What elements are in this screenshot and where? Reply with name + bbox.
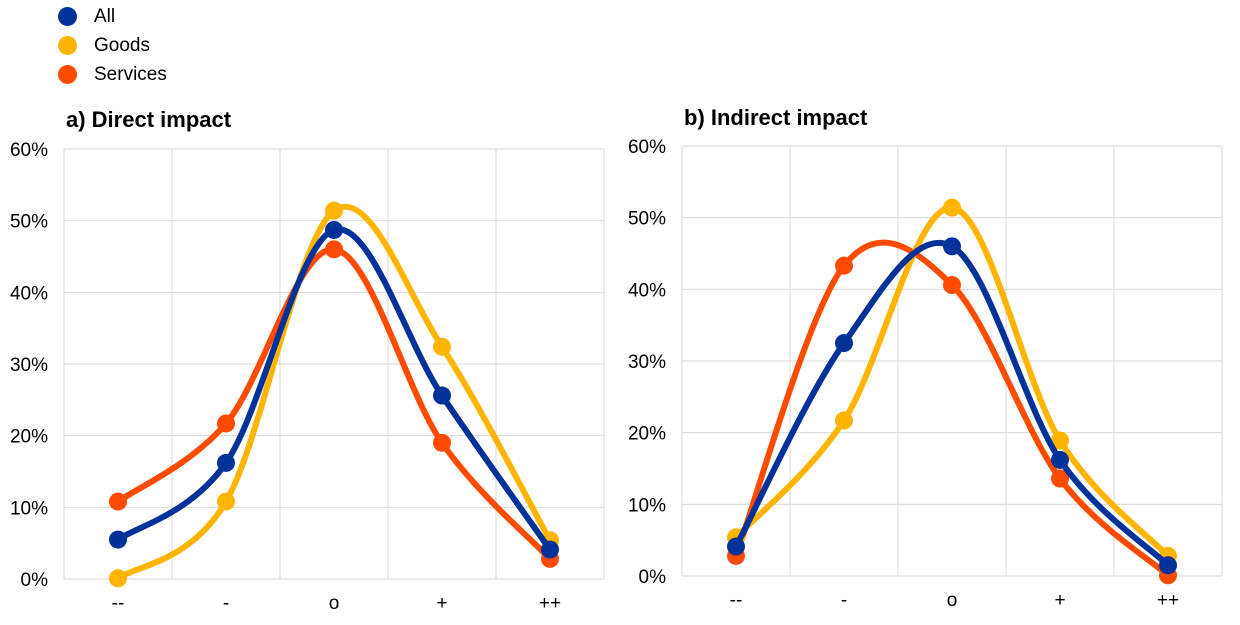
legend-label-goods: Goods — [94, 35, 150, 56]
y-tick-label: 50% — [10, 212, 48, 233]
data-point-all — [109, 530, 127, 549]
data-point-all — [433, 386, 451, 405]
series-line-services — [115, 246, 553, 562]
legend-item-services: Services — [58, 60, 167, 89]
y-tick-label: 50% — [628, 209, 666, 230]
data-point-services — [943, 276, 961, 295]
x-tick-label: ++ — [1157, 590, 1179, 611]
series-line-goods — [115, 203, 553, 582]
chart-title-direct: a) Direct impact — [66, 107, 232, 132]
data-point-goods — [943, 198, 961, 217]
y-tick-label: 30% — [628, 352, 666, 373]
legend: All Goods Services — [58, 2, 167, 89]
legend-item-all: All — [58, 2, 167, 31]
chart-title-indirect: b) Indirect impact — [684, 105, 868, 130]
y-tick-label: 40% — [10, 283, 48, 304]
data-point-goods — [835, 411, 853, 430]
legend-label-services: Services — [94, 64, 167, 85]
data-point-all — [1159, 556, 1177, 575]
y-tick-label: 20% — [628, 424, 666, 445]
x-tick-label: + — [1054, 590, 1065, 611]
data-point-goods — [433, 337, 451, 356]
series-line-goods — [733, 204, 1171, 559]
series-line-all — [115, 226, 553, 553]
data-point-services — [109, 492, 127, 511]
legend-item-goods: Goods — [58, 31, 167, 60]
legend-label-all: All — [94, 6, 116, 27]
x-tick-label: o — [947, 590, 958, 611]
y-tick-label: 60% — [628, 137, 666, 158]
x-tick-label: + — [436, 593, 447, 614]
data-point-all — [325, 220, 343, 239]
y-tick-label: 0% — [21, 570, 49, 591]
data-point-goods — [325, 201, 343, 220]
data-point-all — [541, 540, 559, 559]
data-point-all — [727, 537, 745, 556]
data-point-all — [1051, 450, 1069, 469]
y-tick-label: 10% — [628, 495, 666, 516]
chart-indirect-impact: 0%10%20%30%40%50%60%-- - o + ++ — [628, 137, 1223, 611]
x-tick-label: -- — [112, 593, 125, 614]
x-tick-label: ++ — [539, 593, 561, 614]
x-tick-label: -- — [730, 590, 743, 611]
x-tick-label: - — [841, 590, 847, 611]
data-point-services — [1051, 469, 1069, 488]
chart-direct-impact: 0%10%20%30%40%50%60%-- - o + ++ — [10, 140, 605, 614]
data-point-all — [217, 453, 235, 472]
data-point-goods — [217, 492, 235, 511]
y-tick-label: 20% — [10, 427, 48, 448]
legend-marker-all — [58, 7, 77, 26]
legend-marker-goods — [58, 36, 77, 55]
data-point-services — [325, 240, 343, 259]
y-tick-label: 40% — [628, 280, 666, 301]
y-tick-label: 0% — [639, 567, 667, 588]
data-point-goods — [109, 569, 127, 588]
data-point-services — [835, 256, 853, 275]
y-tick-label: 10% — [10, 498, 48, 519]
legend-marker-services — [58, 65, 77, 84]
data-point-all — [835, 334, 853, 353]
data-point-all — [943, 237, 961, 256]
y-tick-label: 60% — [10, 140, 48, 161]
data-point-goods — [1051, 431, 1069, 450]
x-tick-label: - — [223, 593, 229, 614]
y-tick-label: 30% — [10, 355, 48, 376]
data-point-services — [217, 414, 235, 433]
data-point-services — [433, 433, 451, 452]
x-tick-label: o — [329, 593, 340, 614]
